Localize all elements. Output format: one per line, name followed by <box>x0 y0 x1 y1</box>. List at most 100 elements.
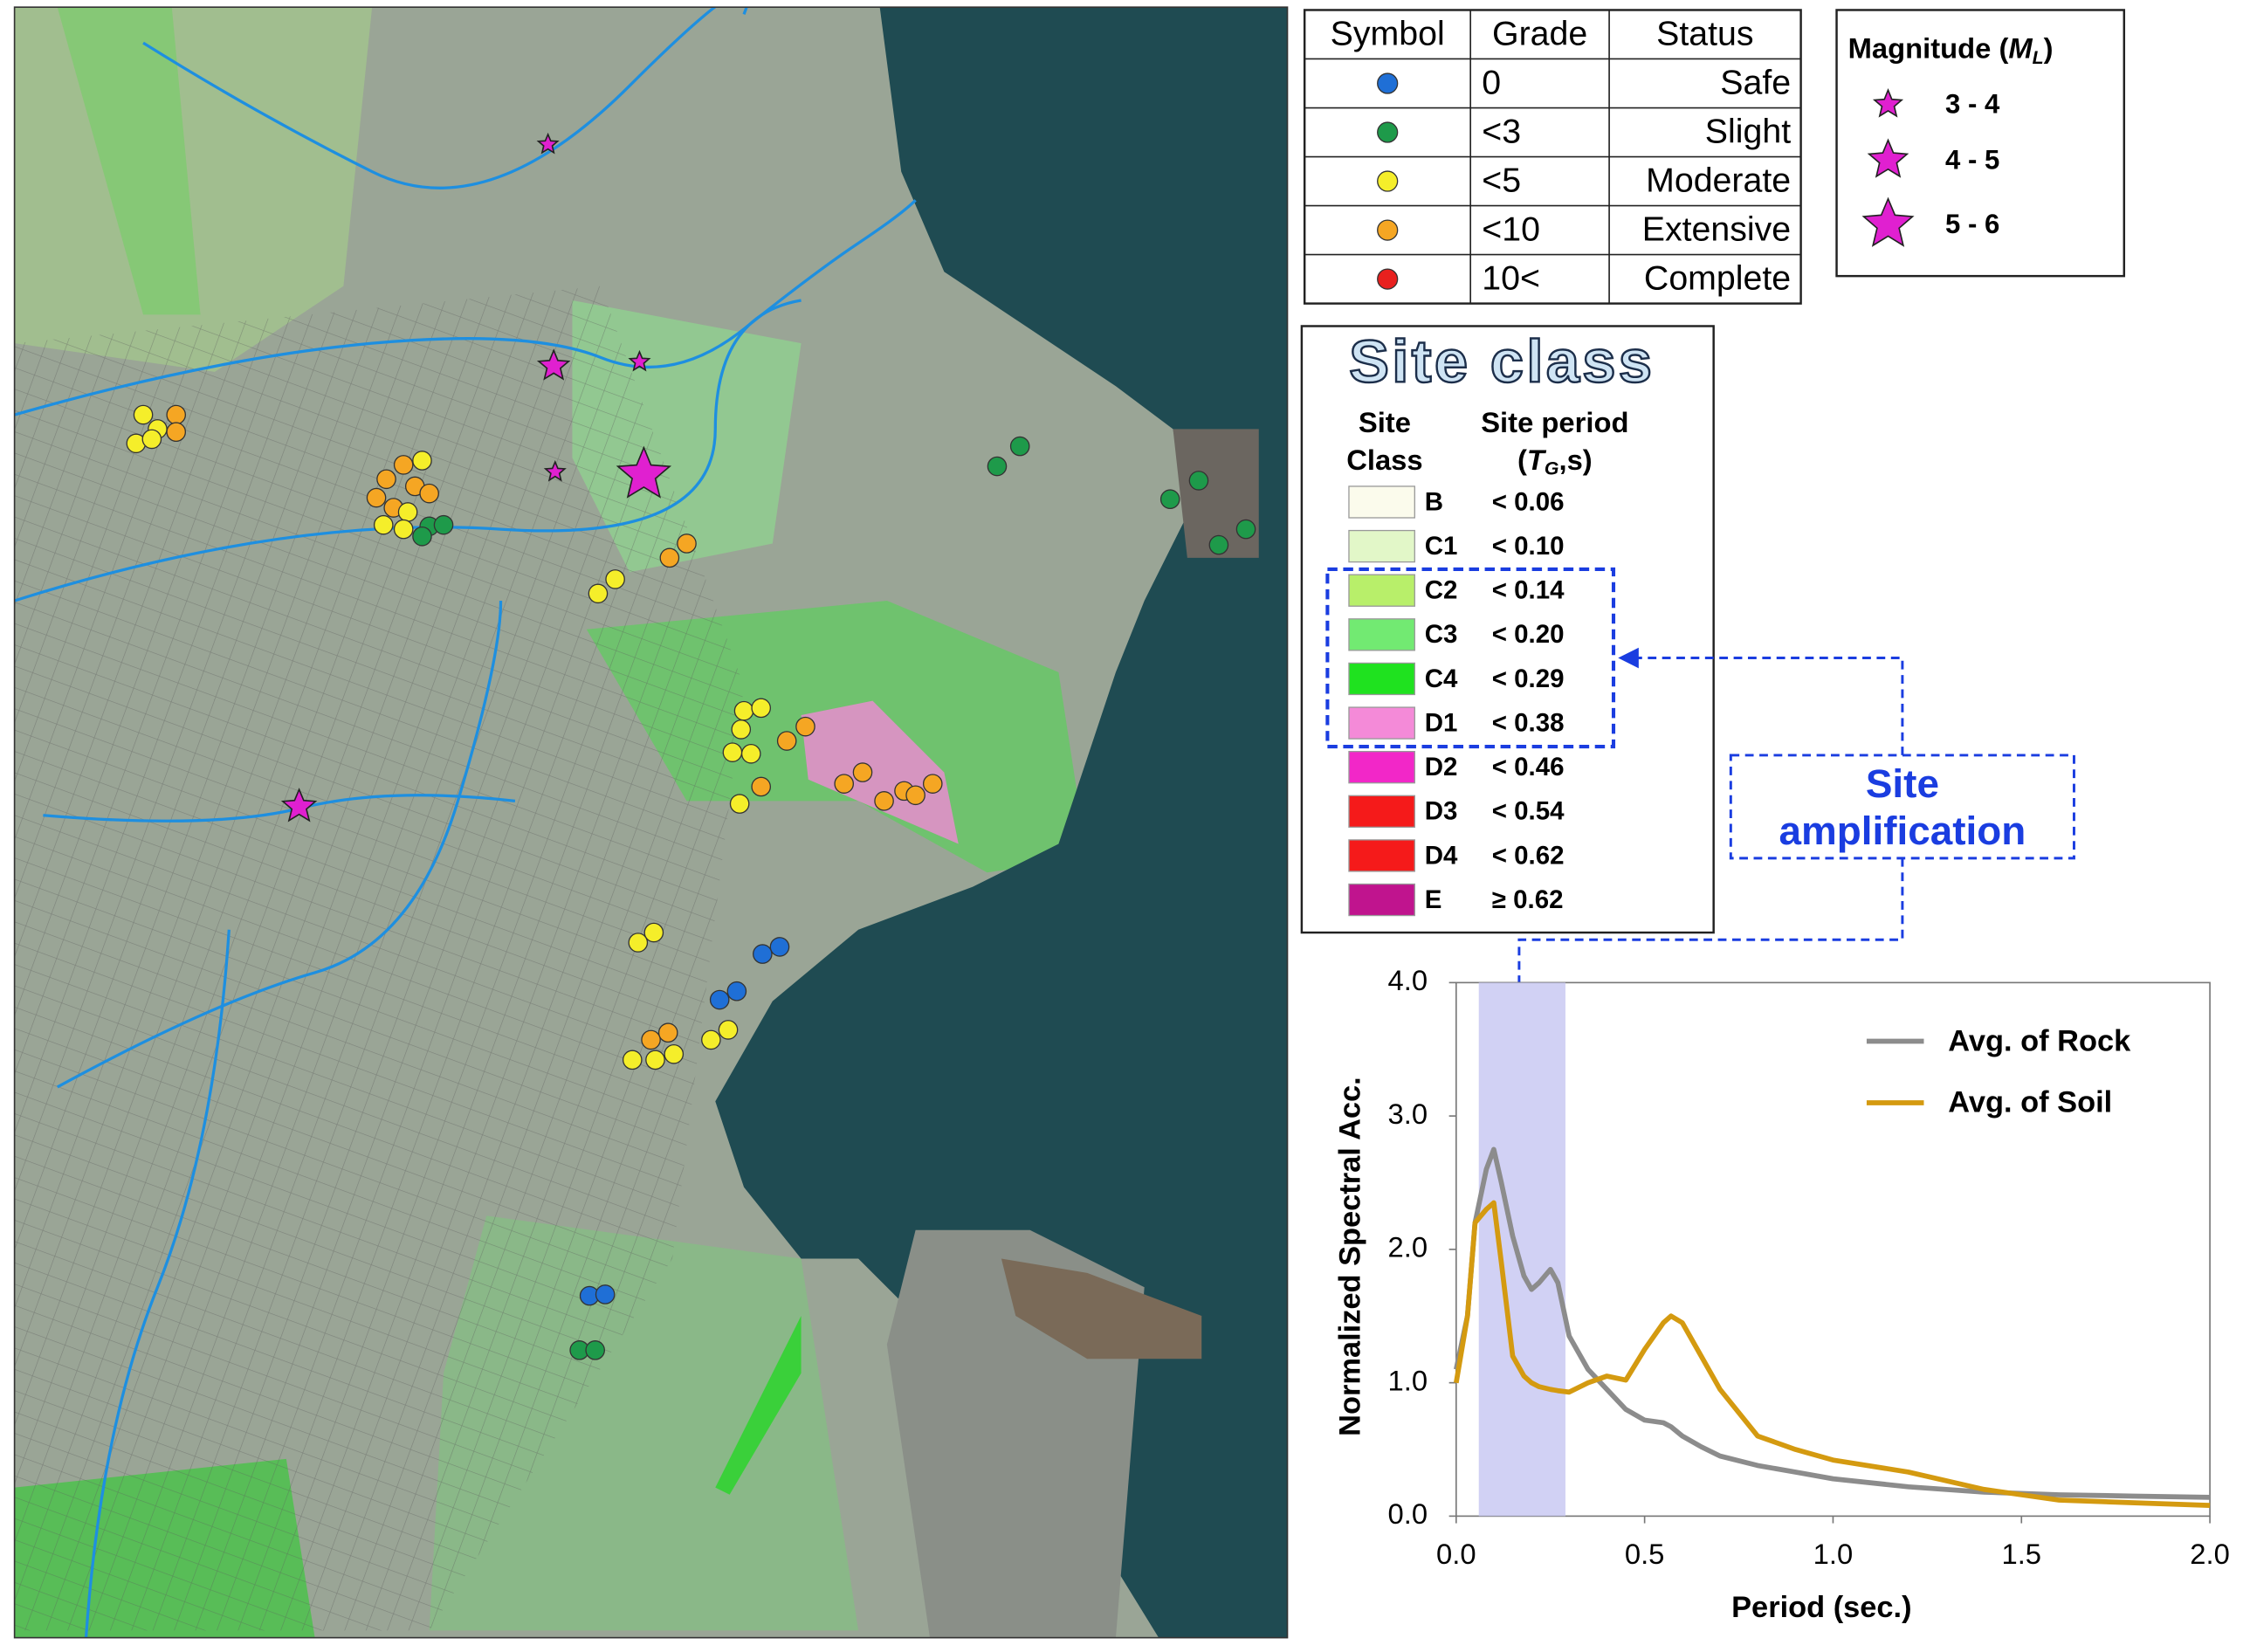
legend-star <box>1872 88 1904 118</box>
class-label: D3 <box>1425 797 1458 826</box>
zone-d1 <box>801 700 959 844</box>
damage-marker <box>585 1340 605 1360</box>
series-line <box>1454 1146 2211 1500</box>
title-part: ) <box>2044 31 2054 64</box>
damage-marker <box>1208 534 1229 555</box>
class-swatch <box>1348 574 1415 607</box>
class-label: C3 <box>1425 620 1458 649</box>
grade-label: <5 <box>1482 162 1521 200</box>
damage-marker <box>166 422 187 443</box>
damage-marker <box>433 514 454 535</box>
y-tick-label: 1.0 <box>1388 1364 1428 1396</box>
period-label: < 0.06 <box>1492 487 1565 516</box>
grade-label: <10 <box>1482 210 1540 249</box>
damage-marker <box>751 698 772 719</box>
table-header: Grade <box>1492 15 1587 53</box>
class-label: D2 <box>1425 753 1458 781</box>
river <box>14 199 917 416</box>
status-label: Slight <box>1705 113 1791 151</box>
damage-marker <box>701 1029 721 1050</box>
class-swatch <box>1348 662 1415 696</box>
road-network <box>14 286 745 1631</box>
damage-marker <box>366 487 387 508</box>
class-swatch <box>1348 618 1415 651</box>
class-swatch <box>1348 883 1415 917</box>
legend-symbol <box>1377 170 1399 192</box>
status-label: Extensive <box>1642 210 1791 249</box>
class-swatch <box>1348 839 1415 872</box>
damage-marker <box>393 519 414 540</box>
legend-symbol <box>1377 121 1399 143</box>
damage-marker <box>726 981 747 1002</box>
damage-marker <box>905 785 925 806</box>
magnitude-label: 4 - 5 <box>1945 144 1999 175</box>
period-label: < 0.62 <box>1492 841 1565 870</box>
class-label: B <box>1425 487 1443 516</box>
damage-marker <box>922 774 943 794</box>
damage-marker <box>987 456 1008 477</box>
island <box>1001 1258 1202 1359</box>
period-label: < 0.38 <box>1492 708 1565 737</box>
damage-marker <box>588 583 609 604</box>
table-header: Symbol <box>1331 15 1445 53</box>
y-axis-label: Normalized Spectral Acc. <box>1333 1077 1366 1436</box>
damage-marker <box>643 922 664 943</box>
grade-label: 10< <box>1482 259 1540 298</box>
map-frame <box>13 6 1289 1639</box>
damage-marker <box>393 455 414 475</box>
legend-label: Avg. of Soil <box>1948 1086 2112 1119</box>
damage-marker <box>1009 436 1030 457</box>
damage-marker <box>373 514 394 535</box>
period-label: < 0.14 <box>1492 576 1565 605</box>
class-swatch <box>1348 751 1415 784</box>
legend-symbol <box>1377 268 1399 290</box>
title-part: L <box>2033 47 2044 68</box>
damage-marker <box>641 1029 661 1050</box>
site-class-legend: Site class Site Class Site period (TG,s) B < 0… <box>1300 325 1715 934</box>
class-label: D4 <box>1425 841 1458 870</box>
title-part: M <box>2008 31 2033 64</box>
class-swatch <box>1348 485 1415 519</box>
y-tick-label: 4.0 <box>1388 964 1428 996</box>
damage-marker <box>776 731 797 751</box>
damage-marker <box>722 742 743 762</box>
series-line <box>1453 1200 2211 1508</box>
x-tick-label: 0.5 <box>1625 1538 1665 1570</box>
legend-symbol <box>1377 219 1399 241</box>
damage-marker <box>718 1020 739 1040</box>
damage-marker <box>834 774 855 794</box>
column-header: (TG,s) <box>1517 444 1593 478</box>
map <box>14 7 1288 1638</box>
period-label: < 0.46 <box>1492 753 1565 781</box>
earthquake-epicenter <box>616 445 672 499</box>
period-label: < 0.20 <box>1492 620 1565 649</box>
damage-marker <box>874 791 894 811</box>
rivers <box>14 7 917 1638</box>
connector <box>1618 647 1904 755</box>
annotation-text: Site <box>1866 761 1939 806</box>
annotation-text: amplification <box>1779 808 2026 853</box>
period-label: < 0.54 <box>1492 797 1565 826</box>
damage-marker <box>709 989 730 1010</box>
magnitude-label: 5 - 6 <box>1945 209 1999 239</box>
x-axis-label: Period (sec.) <box>1731 1591 1911 1624</box>
y-tick-label: 2.0 <box>1388 1231 1428 1263</box>
damage-marker <box>397 502 418 522</box>
highlight-box <box>1325 567 1616 749</box>
column-header: Class <box>1346 444 1422 476</box>
damage-marker <box>1188 471 1209 491</box>
period-label: < 0.10 <box>1492 532 1565 561</box>
sea <box>715 7 1288 1638</box>
x-tick-label: 0.0 <box>1436 1538 1476 1570</box>
damage-marker <box>376 469 396 490</box>
damage-legend: Symbol Grade Status 0 Safe <3 Slight <5 Moderate… <box>1303 9 1802 305</box>
class-label: C2 <box>1425 576 1458 605</box>
grade-label: <3 <box>1482 113 1521 151</box>
damage-marker <box>622 1050 643 1070</box>
damage-marker <box>769 937 790 957</box>
connector <box>1517 857 1904 983</box>
damage-marker <box>731 719 752 740</box>
x-tick-label: 2.0 <box>2190 1538 2230 1570</box>
highlight-band <box>1478 982 1565 1517</box>
